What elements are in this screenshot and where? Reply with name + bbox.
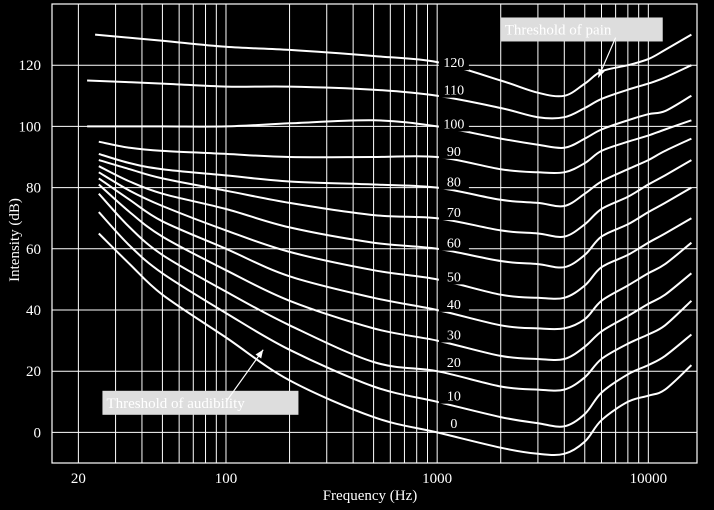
series-label-bg <box>438 233 469 251</box>
y-tick-label: 60 <box>26 242 41 258</box>
series-label-30: 30 <box>447 328 461 343</box>
series-label-bg <box>438 353 469 371</box>
series-label-120: 120 <box>443 56 464 71</box>
series-label-bg <box>438 325 469 343</box>
series-label-90: 90 <box>447 145 461 160</box>
series-label-110: 110 <box>444 84 464 99</box>
x-tick-label: 100 <box>215 471 238 487</box>
series-label-70: 70 <box>447 206 461 221</box>
series-label-bg <box>438 114 469 132</box>
y-tick-label: 120 <box>19 58 42 74</box>
y-axis-label: Intensity (dB) <box>7 198 23 282</box>
threshold-of-audibility-arrow-head <box>255 349 264 359</box>
series-label-60: 60 <box>447 237 461 252</box>
threshold-of-audibility-arrow-line <box>225 349 264 403</box>
x-tick-label: 20 <box>71 471 86 487</box>
x-tick-label: 10000 <box>630 471 668 487</box>
series-label-40: 40 <box>447 298 461 313</box>
series-label-80: 80 <box>447 175 461 190</box>
series-label-50: 50 <box>447 270 461 285</box>
phon-curve-40 <box>98 177 693 331</box>
series-label-20: 20 <box>447 356 461 371</box>
series-label-10: 10 <box>447 390 461 405</box>
phon-curve-80 <box>98 137 692 208</box>
series-label-100: 100 <box>443 117 464 132</box>
series-label-bg <box>438 141 469 159</box>
threshold-of-pain-arrow-head <box>598 68 605 78</box>
y-tick-label: 20 <box>26 364 41 380</box>
phon-curve-60 <box>98 165 692 269</box>
threshold-of-audibility-box <box>102 390 299 415</box>
series-label-bg <box>438 80 469 98</box>
series-label-bg <box>438 294 469 312</box>
series-label-bg <box>438 53 469 71</box>
series-label-bg <box>438 203 469 221</box>
series-label-bg <box>438 267 469 285</box>
phon-curve-0 <box>98 232 693 456</box>
series-labels: 0 10 20 30 40 50 60 70 80 90 100 110 120 <box>438 53 469 432</box>
phon-curve-90 <box>98 119 692 175</box>
series-label-bg <box>438 414 469 432</box>
x-axis-label: Frequency (Hz) <box>323 488 418 504</box>
series-label-bg <box>438 172 469 190</box>
series-label-bg <box>438 386 469 404</box>
chart-axes <box>51 3 698 464</box>
threshold-of-audibility-label: Threshold of audibility <box>106 396 245 412</box>
phon-curve-20 <box>98 193 693 392</box>
y-tick-label: 40 <box>26 303 41 319</box>
phon-curve-50 <box>98 171 692 300</box>
phon-curve-10 <box>98 211 693 428</box>
y-tick-label: 80 <box>26 181 41 197</box>
threshold-of-pain-box <box>500 17 663 42</box>
phon-curve-70 <box>98 159 692 238</box>
x-tick-label: 1000 <box>422 471 452 487</box>
y-tick-label: 0 <box>34 425 42 441</box>
y-tick-label: 100 <box>19 119 42 135</box>
phon-curve-110 <box>87 64 692 120</box>
phon-curve-30 <box>98 183 693 362</box>
chart-annotations: Threshold of pain Threshold of audibility <box>102 17 663 415</box>
threshold-of-pain-label: Threshold of pain <box>505 22 612 38</box>
phon-curve-120 <box>95 33 692 98</box>
phon-curve-100 <box>87 94 692 150</box>
plot-frame <box>51 3 698 464</box>
series-label-0: 0 <box>450 417 457 432</box>
chart-series <box>87 33 693 456</box>
